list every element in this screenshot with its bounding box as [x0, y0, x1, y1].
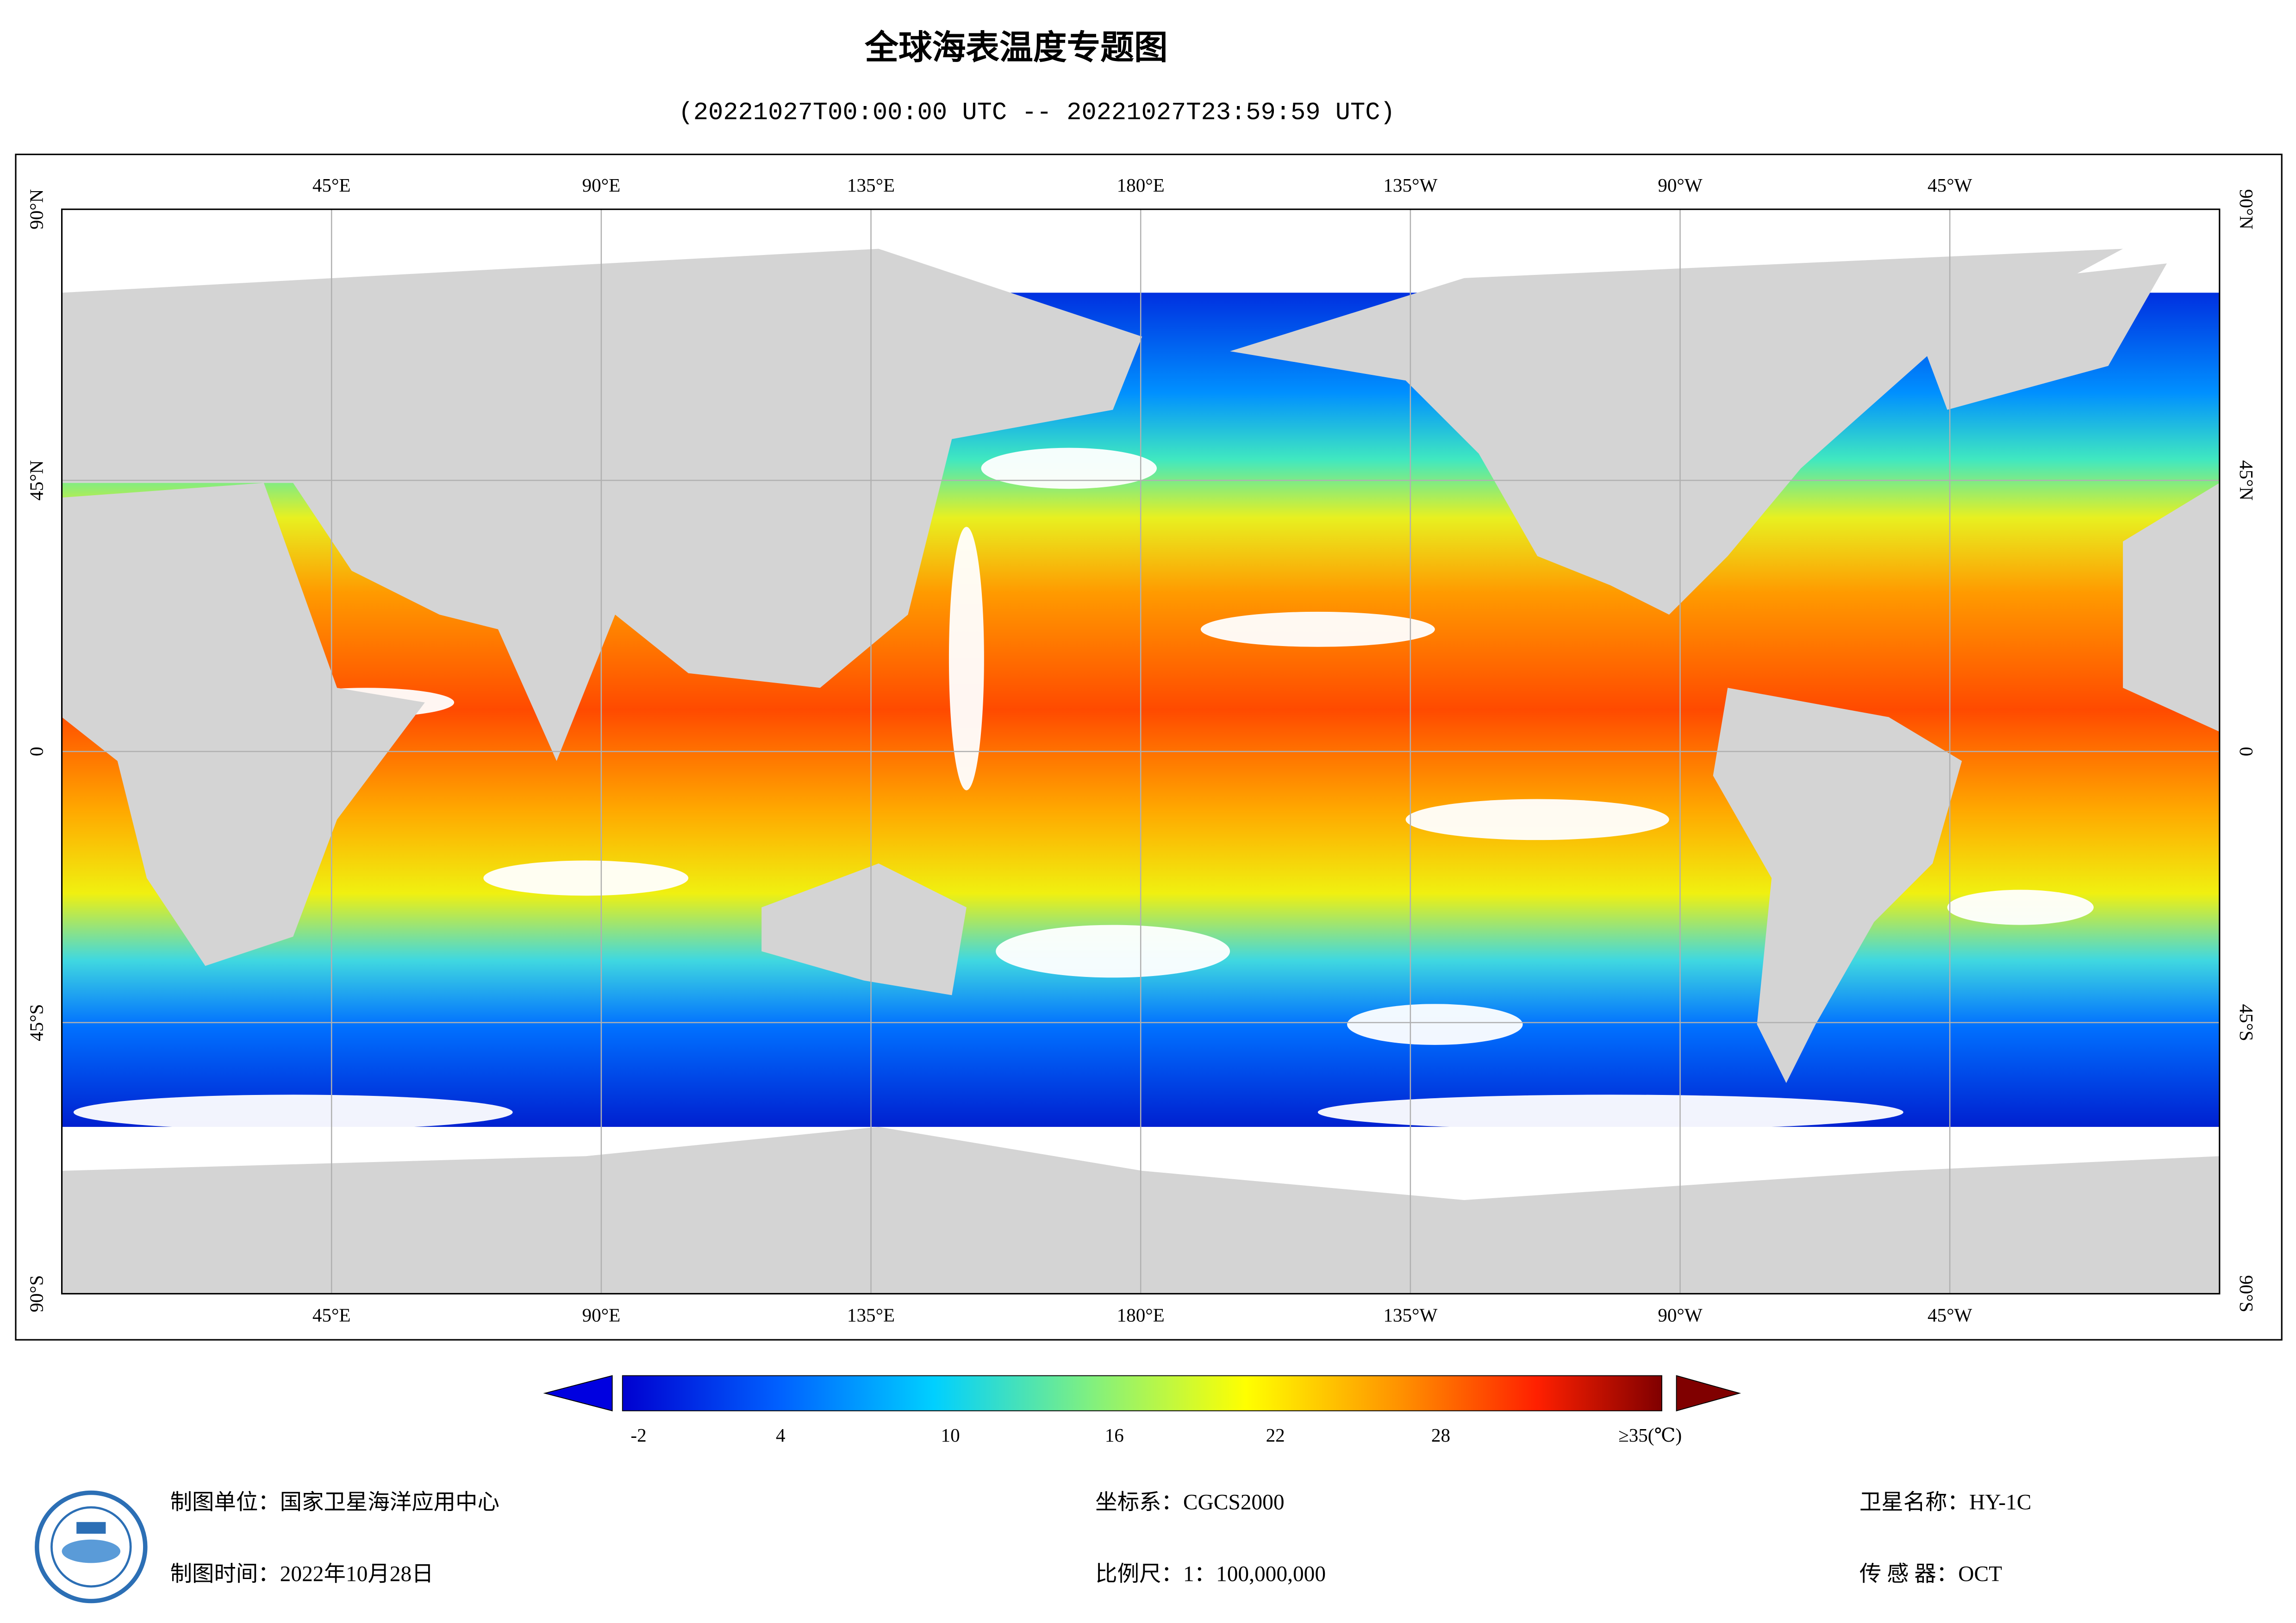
subtitle: (20221027T00:00:00 UTC -- 20221027T23:59…	[679, 99, 1395, 127]
latitude-label-left: 90°N	[25, 189, 47, 230]
longitude-label-top: 135°E	[847, 174, 895, 196]
colorbar-tick-label: 10	[941, 1424, 960, 1446]
longitude-label-bottom: 90°W	[1658, 1305, 1703, 1326]
longitude-label-top: 90°W	[1658, 174, 1703, 196]
latitude-label-left: 45°S	[25, 1004, 47, 1041]
latitude-label-left: 45°N	[25, 460, 47, 500]
graticule	[62, 209, 2220, 1294]
colorbar: -2 4 10 16 22 28 ≥35(℃)	[543, 1375, 1741, 1446]
scale: 比例尺：1：100,000,000	[1095, 1562, 1326, 1586]
latitude-label-right: 45°S	[2236, 1004, 2257, 1041]
latitude-label-left: 90°S	[25, 1275, 47, 1312]
colorbar-tick-label: 16	[1105, 1424, 1124, 1446]
longitude-label-bottom: 45°W	[1928, 1305, 1972, 1326]
map-border	[61, 208, 2221, 1295]
longitude-label-top: 90°E	[582, 174, 621, 196]
colorbar-ramp	[622, 1375, 1662, 1412]
map	[61, 208, 2221, 1295]
longitude-label-bottom: 180°E	[1117, 1305, 1165, 1326]
latitude-label-right: 45°N	[2236, 460, 2257, 500]
colorbar-tick-label: 4	[776, 1424, 786, 1446]
cloud-gaps	[73, 448, 2094, 1130]
date: 制图时间：2022年10月28日	[170, 1562, 434, 1586]
latitude-label-right: 90°N	[2236, 189, 2257, 230]
colorbar-tick-label: 22	[1266, 1424, 1285, 1446]
longitude-label-top: 135°W	[1383, 174, 1437, 196]
colorbar-tick-label: 28	[1431, 1424, 1450, 1446]
latitude-label-left: 0	[25, 747, 47, 757]
longitude-label-top: 45°W	[1928, 174, 1972, 196]
map-frame	[15, 154, 2283, 1341]
latitude-label-right: 90°S	[2236, 1275, 2257, 1312]
longitude-label-top: 45°E	[312, 174, 351, 196]
longitude-label-bottom: 135°E	[847, 1305, 895, 1326]
longitude-label-bottom: 90°E	[582, 1305, 621, 1326]
longitude-label-bottom: 45°E	[312, 1305, 351, 1326]
latitude-label-right: 0	[2236, 747, 2257, 757]
colorbar-tick-label: ≥35(℃)	[1618, 1424, 1682, 1446]
crs: 坐标系：CGCS2000	[1095, 1491, 1284, 1515]
sensor: 传 感 器：OCT	[1859, 1562, 2002, 1586]
logo	[35, 1490, 148, 1604]
satellite: 卫星名称：HY-1C	[1859, 1491, 2031, 1515]
producer: 制图单位：国家卫星海洋应用中心	[170, 1491, 499, 1515]
longitude-label-top: 180°E	[1117, 174, 1165, 196]
title: 全球海表温度专题图	[864, 28, 1167, 68]
longitude-label-bottom: 135°W	[1383, 1305, 1437, 1326]
colorbar-min-arrow	[543, 1375, 613, 1412]
colorbar-max-arrow	[1676, 1375, 1741, 1412]
colorbar-tick-label: -2	[630, 1424, 646, 1446]
